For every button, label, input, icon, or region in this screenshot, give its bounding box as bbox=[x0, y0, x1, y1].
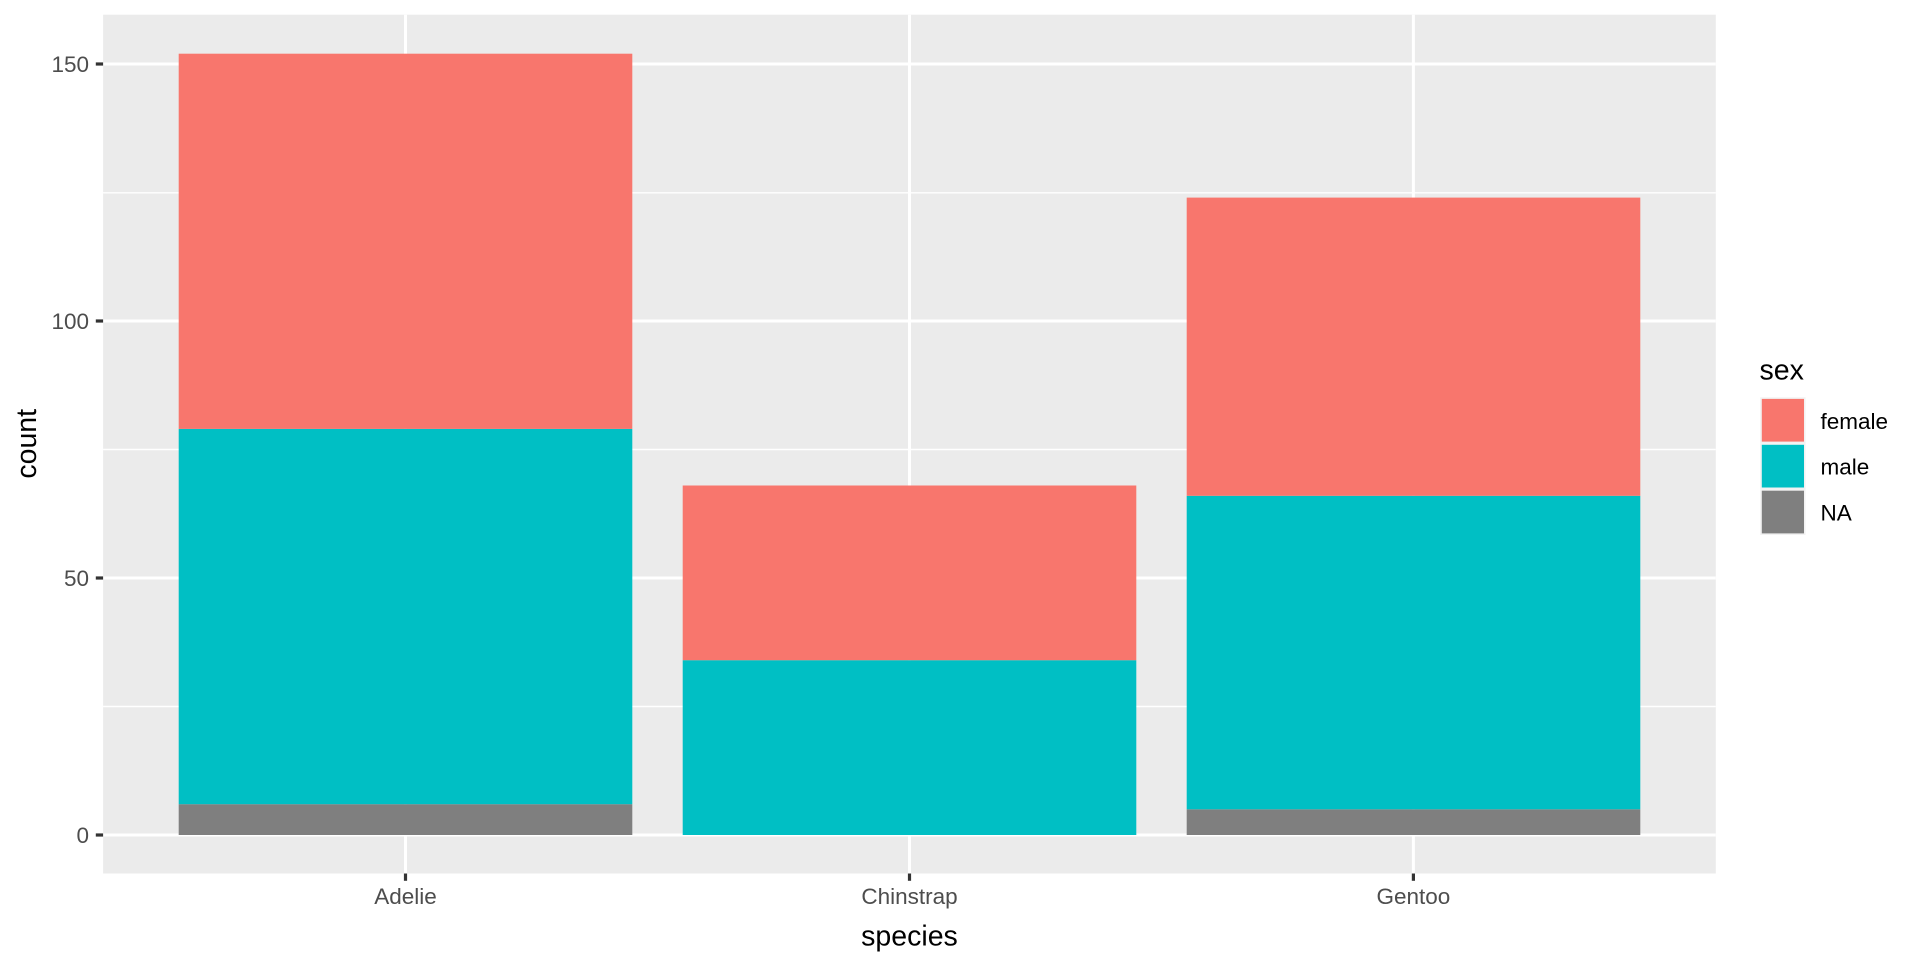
svg-text:Chinstrap: Chinstrap bbox=[861, 884, 957, 909]
svg-text:male: male bbox=[1821, 455, 1870, 480]
svg-text:count: count bbox=[11, 409, 43, 479]
svg-text:NA: NA bbox=[1821, 501, 1852, 526]
svg-text:female: female bbox=[1821, 409, 1889, 434]
svg-text:Gentoo: Gentoo bbox=[1376, 884, 1450, 909]
svg-text:sex: sex bbox=[1760, 355, 1804, 387]
svg-text:0: 0 bbox=[76, 823, 89, 848]
svg-text:150: 150 bbox=[51, 52, 89, 77]
svg-text:50: 50 bbox=[64, 566, 89, 591]
svg-text:Adelie: Adelie bbox=[374, 884, 437, 909]
svg-text:species: species bbox=[861, 921, 958, 953]
svg-text:100: 100 bbox=[51, 309, 89, 334]
